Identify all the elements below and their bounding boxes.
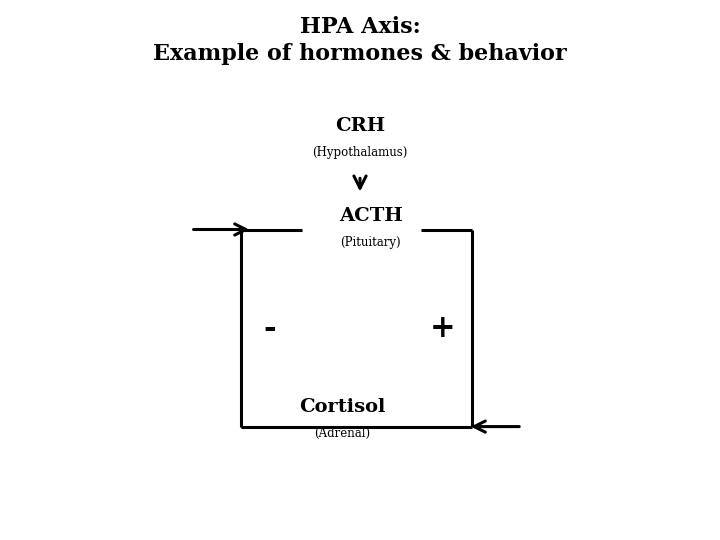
Text: ACTH: ACTH (339, 207, 402, 225)
Text: (Adrenal): (Adrenal) (314, 427, 370, 440)
Text: -: - (264, 313, 276, 343)
Text: (Hypothalamus): (Hypothalamus) (312, 146, 408, 159)
Text: +: + (430, 313, 456, 343)
Text: CRH: CRH (335, 117, 385, 135)
Text: Cortisol: Cortisol (299, 398, 385, 416)
Text: (Pituitary): (Pituitary) (341, 236, 401, 249)
Text: HPA Axis:
Example of hormones & behavior: HPA Axis: Example of hormones & behavior (153, 16, 567, 65)
